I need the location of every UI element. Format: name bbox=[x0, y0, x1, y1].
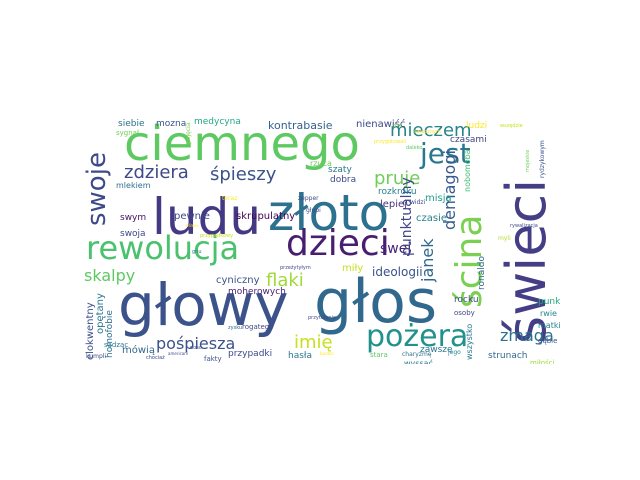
word-ludzi: ludzi bbox=[466, 121, 488, 131]
word-fakty: fakty bbox=[204, 355, 222, 363]
word-mowia: mówią bbox=[122, 345, 155, 356]
word-wszedzie: wszędzie bbox=[500, 123, 523, 129]
word-misja: misja bbox=[425, 193, 452, 204]
word-dosc: dosc bbox=[190, 345, 202, 351]
word-rydzykowym: rydzykowym bbox=[539, 140, 546, 178]
word-rocku: rocku bbox=[454, 295, 479, 305]
word-mieczem: mieczem bbox=[390, 120, 472, 141]
word-ideologii: ideologii bbox=[372, 265, 423, 279]
word-swym: swym bbox=[120, 213, 147, 223]
word-moherowych: moherowych bbox=[228, 287, 286, 297]
word-czasami: czasami bbox=[450, 135, 487, 145]
word-pruje: pruje bbox=[374, 168, 421, 189]
word-szaty: szaty bbox=[328, 165, 352, 175]
wordcloud-panel: ciemnego głowy głos złoto ludu świeci re… bbox=[80, 116, 560, 364]
word-przygotowali: przygotowali bbox=[374, 139, 406, 145]
word-stara: stara bbox=[370, 351, 388, 359]
word-ludu: ludu bbox=[152, 188, 262, 246]
word-sygnal: sygnał bbox=[116, 129, 139, 137]
word-ciemnego: ciemnego bbox=[124, 116, 360, 172]
word-rewolucja: rewolucja bbox=[86, 229, 240, 267]
word-sztucznym: sztucznym bbox=[414, 129, 441, 135]
word-zmaga: zmaga bbox=[500, 326, 554, 345]
word-chociaz: chociaż bbox=[146, 355, 165, 361]
word-charyzme: charyzmę bbox=[402, 351, 432, 358]
word-pewnie: pewnie bbox=[174, 211, 210, 222]
word-strunach: strunach bbox=[488, 351, 528, 361]
word-skrupulatny: skrupulatny bbox=[236, 211, 296, 222]
word-pojecia: pojęcia bbox=[185, 122, 192, 144]
word-osmiu: ośmiu bbox=[186, 223, 199, 228]
word-swoje: swoje bbox=[82, 152, 112, 226]
word-nobomoba: nobomoba bbox=[463, 149, 472, 192]
word-flaki: flaki bbox=[266, 270, 304, 291]
word-rywalizacja: rywalizacja bbox=[510, 223, 538, 229]
word-glupi: głupi bbox=[306, 207, 321, 214]
word-skalpy: skalpy bbox=[84, 266, 136, 285]
word-widzi: widzi bbox=[410, 199, 426, 206]
word-swieci: świeci bbox=[495, 178, 558, 344]
word-dobra: dobra bbox=[330, 175, 357, 185]
word-siebie: siebie bbox=[118, 119, 145, 129]
word-imie: imię bbox=[294, 332, 333, 353]
word-rogatego: rogatego bbox=[242, 323, 274, 331]
word-mily: miły bbox=[342, 263, 364, 274]
word-dzieci: dzieci bbox=[286, 223, 390, 264]
word-bardzo: bardzo bbox=[320, 351, 334, 356]
word-daleko: daleko bbox=[406, 145, 423, 151]
word-americani: americani bbox=[168, 351, 188, 356]
word-gabie: gąbie bbox=[538, 337, 558, 345]
word-mojeskie: mojeskie bbox=[525, 149, 531, 172]
word-gnu: gnu bbox=[192, 249, 202, 255]
word-pospiesza: pośpiesza bbox=[156, 334, 236, 353]
word-loze: loże bbox=[392, 123, 403, 129]
word-glowy: głowy bbox=[118, 271, 289, 339]
word-zepper: zepper bbox=[298, 195, 319, 202]
word-przypadki: przypadki bbox=[228, 349, 273, 359]
word-teraz: teraz bbox=[222, 195, 238, 202]
word-wyssac: wyssać bbox=[404, 359, 433, 365]
word-zawsze: zawsze bbox=[420, 345, 453, 355]
word-jest: jest bbox=[420, 137, 471, 170]
word-osoby: osoby bbox=[454, 309, 475, 317]
word-medycyna: medycyna bbox=[194, 117, 241, 127]
word-homofobie: homofobie bbox=[105, 310, 115, 358]
word-czasie: czasie bbox=[416, 213, 448, 224]
word-rozkroku: rozkroku bbox=[378, 187, 417, 197]
word-jego: jego bbox=[448, 349, 461, 356]
word-myli: myli bbox=[498, 235, 511, 242]
word-kumpli: kumpli bbox=[86, 353, 107, 360]
word-glos: głos bbox=[314, 267, 438, 337]
word-swej: swej bbox=[380, 241, 412, 257]
word-przytulanie: przytulanie bbox=[308, 315, 337, 321]
word-punk: punk bbox=[538, 297, 560, 307]
word-wszystko: wszystko bbox=[465, 323, 474, 360]
word-zdziera: zdziera bbox=[124, 162, 189, 183]
word-mozna: mozna bbox=[156, 119, 187, 129]
word-pozera: pożera bbox=[366, 319, 469, 354]
word-rzuca: rzuca bbox=[310, 159, 332, 168]
word-ronaldo: ronaldo bbox=[477, 256, 487, 290]
word-sadzac: sądząc bbox=[104, 341, 129, 349]
word-rwie: rwie bbox=[540, 309, 557, 318]
word-spieszy: śpieszy bbox=[210, 164, 277, 185]
word-nienawisc: nienawiść bbox=[356, 119, 406, 130]
word-matki: matki bbox=[538, 321, 560, 330]
word-przypadkowy: przypadkowy bbox=[200, 233, 234, 239]
word-zysku: zysku bbox=[228, 325, 243, 331]
word-hasla: hasła bbox=[288, 351, 312, 361]
word-swoja: swoja bbox=[120, 229, 146, 239]
word-lepiej: lepiej bbox=[380, 199, 407, 210]
word-cyniczny: cyniczny bbox=[216, 275, 260, 286]
word-mlekiem: mlekiem bbox=[116, 181, 151, 190]
word-zloto: złoto bbox=[268, 184, 390, 242]
word-kontrabasie: kontrabasie bbox=[268, 119, 333, 132]
word-milosci: miłości bbox=[530, 359, 555, 365]
word-przezytylym: przeżytyłym bbox=[280, 265, 311, 271]
